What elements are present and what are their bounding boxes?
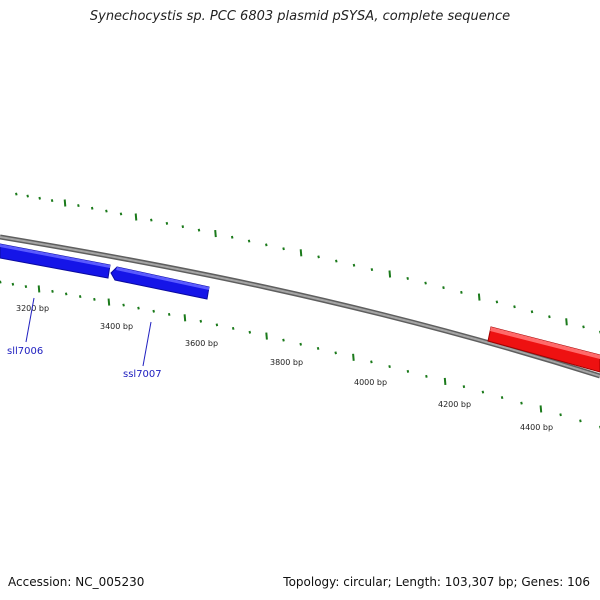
minor-tick (520, 401, 523, 405)
minor-tick (582, 325, 585, 329)
gene-unlabeled-forward[interactable] (487, 326, 600, 373)
ruler-label: 4400 bp (520, 423, 553, 432)
minor-tick (181, 225, 185, 229)
inner-tick-ring (0, 280, 600, 429)
minor-tick (424, 281, 427, 285)
minor-tick (282, 338, 285, 342)
minor-tick (579, 419, 582, 423)
major-tick (352, 353, 355, 361)
minor-tick (548, 315, 551, 319)
minor-tick (0, 280, 2, 284)
accession-label: Accession: NC_005230 (8, 575, 145, 589)
gene-label-sll7006[interactable]: sll7006 (7, 346, 43, 357)
minor-tick (500, 396, 504, 400)
minor-tick (199, 319, 203, 323)
minor-tick (11, 282, 15, 286)
minor-tick (481, 390, 485, 394)
minor-tick (282, 247, 285, 251)
minor-tick (119, 212, 123, 216)
ruler-label: 3400 bp (100, 322, 133, 331)
minor-tick (265, 243, 268, 247)
map-title: Synechocystis sp. PCC 6803 plasmid pSYSA… (89, 9, 511, 24)
sequence-backbone (0, 234, 600, 379)
sequence-summary: Topology: circular; Length: 103,307 bp; … (283, 575, 590, 589)
minor-tick (215, 323, 219, 327)
minor-tick (78, 295, 82, 299)
minor-tick (406, 276, 409, 280)
minor-tick (77, 204, 80, 208)
minor-tick (122, 303, 125, 307)
minor-tick (137, 306, 140, 310)
minor-tick (197, 228, 201, 232)
major-tick (477, 293, 481, 301)
minor-tick (24, 285, 28, 289)
minor-tick (51, 289, 54, 293)
major-tick (37, 285, 41, 293)
minor-tick (26, 194, 29, 198)
gene-label-group-ssl7007: ssl7007 (123, 321, 162, 380)
gene-arrow-forward (487, 326, 600, 373)
minor-tick (15, 192, 18, 196)
major-tick (107, 298, 111, 306)
minor-tick (462, 385, 466, 389)
minor-tick (247, 239, 251, 243)
gene-arrow-ssl7007 (110, 266, 210, 300)
ruler-label: 3800 bp (270, 358, 303, 367)
major-tick (63, 199, 67, 207)
minor-tick (406, 369, 410, 373)
minor-tick (425, 374, 428, 378)
minor-tick (93, 297, 96, 301)
minor-tick (530, 310, 534, 314)
gene-sll7006[interactable] (0, 243, 111, 279)
minor-tick (105, 209, 108, 213)
minor-tick (152, 309, 155, 313)
major-tick (265, 332, 268, 340)
major-tick (134, 213, 138, 221)
minor-tick (513, 305, 516, 309)
major-tick (388, 270, 392, 278)
minor-tick (299, 342, 302, 346)
minor-tick (442, 286, 445, 290)
minor-tick (352, 263, 356, 267)
minor-tick (495, 300, 499, 304)
minor-tick (50, 199, 54, 203)
gene-label-ssl7007[interactable]: ssl7007 (123, 369, 162, 380)
minor-tick (370, 268, 374, 272)
outer-tick-ring (15, 192, 600, 334)
major-tick (443, 377, 447, 385)
minor-tick (334, 351, 337, 355)
minor-tick (64, 292, 68, 296)
minor-tick (38, 196, 41, 200)
major-tick (183, 314, 187, 322)
minor-tick (90, 206, 94, 210)
minor-tick (165, 221, 169, 225)
minor-tick (231, 326, 235, 330)
minor-tick (559, 413, 562, 417)
major-tick (299, 249, 303, 257)
ruler-label: 3600 bp (185, 339, 218, 348)
gene-ssl7007[interactable] (110, 266, 210, 300)
gene-leader-line (142, 321, 152, 367)
minor-tick (370, 360, 373, 364)
minor-tick (460, 290, 463, 294)
major-tick (214, 230, 217, 238)
minor-tick (316, 346, 320, 350)
ruler-label: 4000 bp (354, 378, 387, 387)
ruler-label: 4200 bp (438, 400, 471, 409)
minor-tick (248, 330, 252, 334)
minor-tick (335, 259, 338, 263)
gene-leader-line (25, 297, 35, 343)
minor-tick (388, 365, 391, 369)
major-tick (565, 318, 568, 326)
minor-tick (150, 218, 153, 222)
minor-tick (167, 312, 171, 316)
gene-label-group-sll7006: sll7006 (7, 297, 43, 357)
minor-tick (230, 235, 234, 239)
minor-tick (317, 255, 320, 259)
major-tick (539, 405, 543, 413)
